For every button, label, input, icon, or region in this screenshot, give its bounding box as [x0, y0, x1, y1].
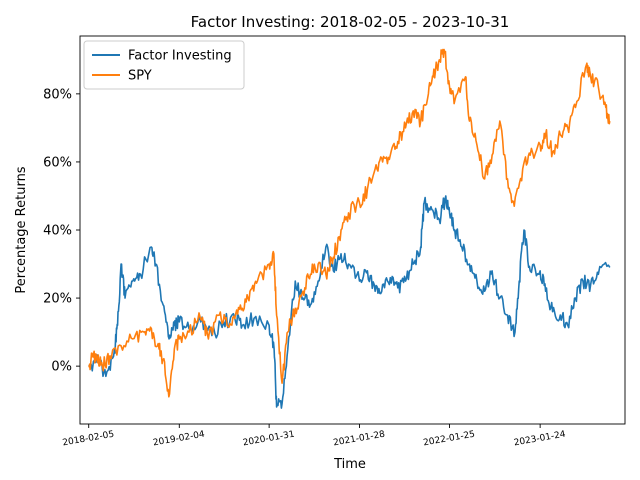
x-tick-label: 2022-01-25 — [423, 430, 476, 449]
series-line-1 — [88, 48, 611, 398]
legend-entry: SPY — [128, 69, 152, 84]
x-tick-label: 2021-01-28 — [332, 430, 386, 449]
y-axis: 0% 20% 40% 60% 80% — [43, 87, 80, 375]
x-tick-label: 2023-01-24 — [513, 430, 567, 449]
x-axis-label: Time — [333, 457, 366, 472]
plot-area — [79, 35, 626, 425]
plot-frame — [79, 35, 626, 425]
y-tick-label: 20% — [43, 292, 72, 307]
y-axis-label: Percentage Returns — [14, 166, 29, 293]
x-tick-label: 2018-02-05 — [62, 430, 115, 449]
y-tick-label: 0% — [51, 360, 72, 375]
legend-entry: Factor Investing — [128, 49, 232, 64]
x-tick-label: 2019-02-04 — [152, 430, 206, 449]
x-axis: 2018-02-05 2019-02-04 2020-01-31 2021-01-28… — [62, 424, 567, 448]
series-line-0 — [88, 195, 611, 409]
y-tick-label: 40% — [43, 224, 72, 239]
x-tick-label: 2020-01-31 — [242, 430, 295, 449]
chart-title: Factor Investing: 2018-02-05 - 2023-10-3… — [191, 13, 510, 31]
legend-box — [83, 40, 245, 90]
y-tick-label: 80% — [43, 87, 72, 102]
legend: Factor Investing SPY — [83, 40, 245, 90]
y-tick-label: 60% — [43, 155, 72, 170]
